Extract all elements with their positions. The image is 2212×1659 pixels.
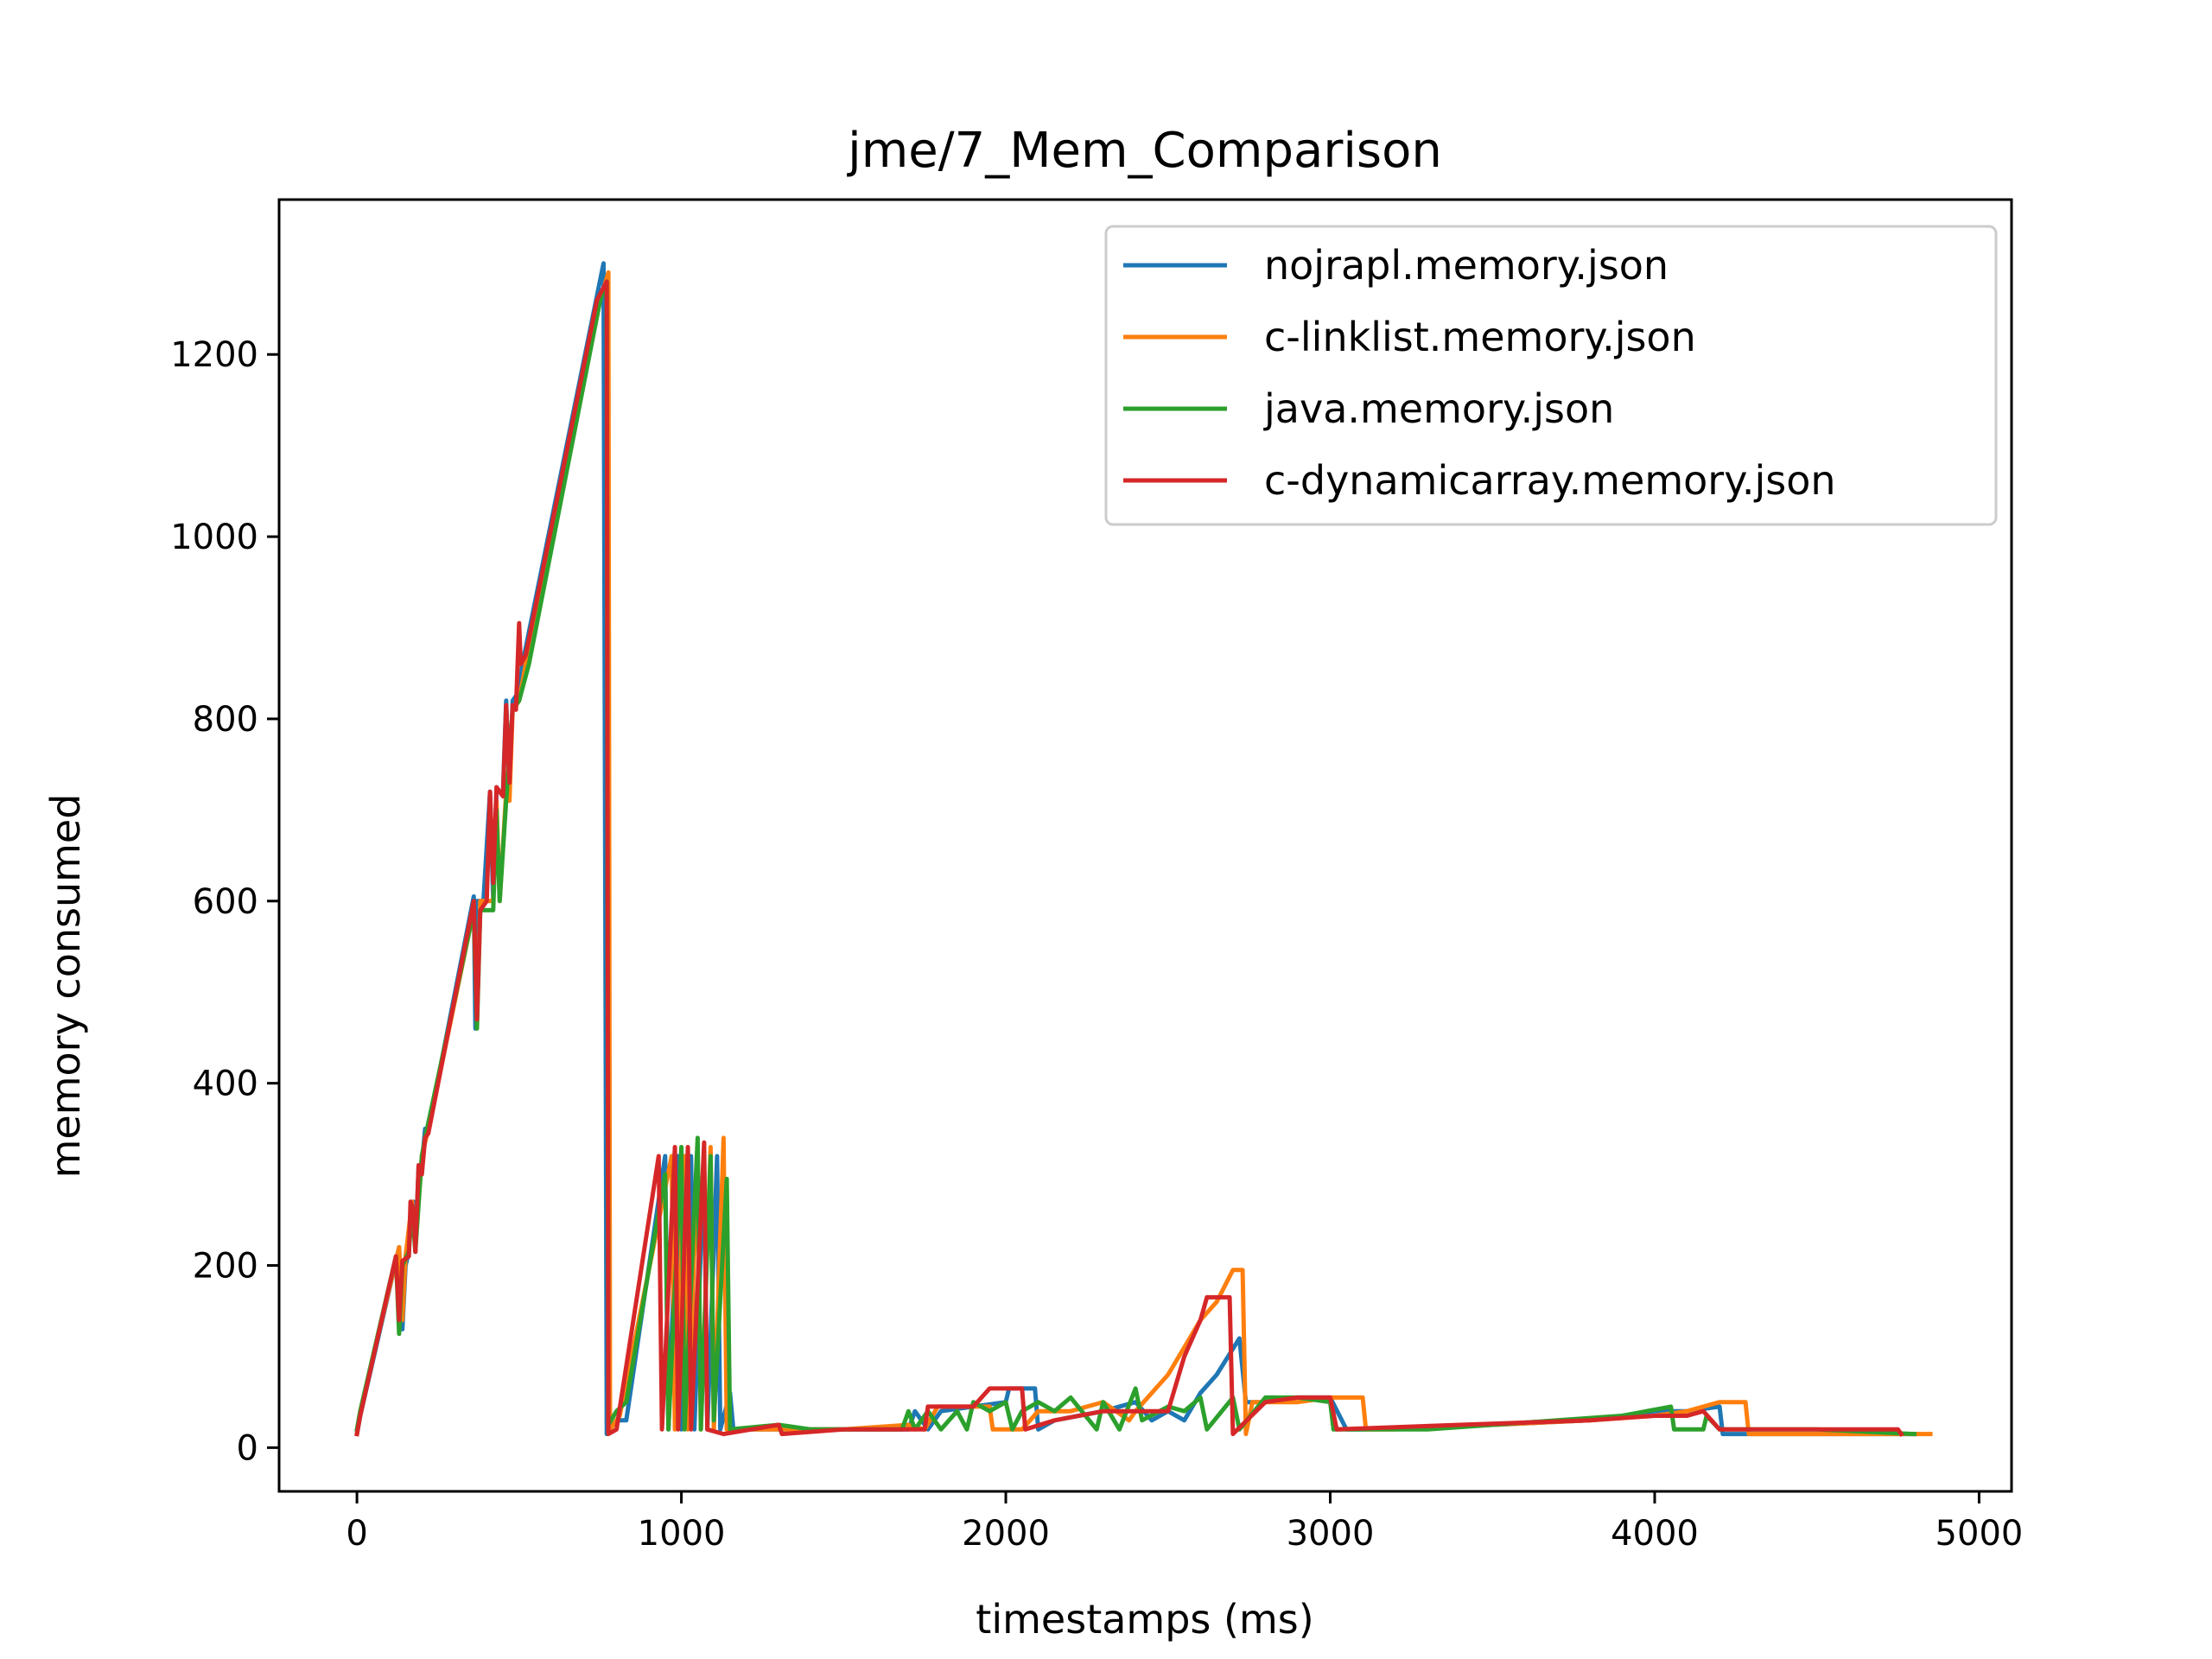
legend-label-2: java.memory.json [1263, 385, 1614, 432]
y-axis-label: memory consumed [42, 794, 89, 1179]
y-tick-label-5: 1000 [170, 518, 258, 557]
chart-title: jme/7_Mem_Comparison [846, 123, 1442, 179]
ticks: 0 1000 2000 3000 4000 5000 0 200 400 600 800 1000 12… [170, 335, 2023, 1554]
series-line-3 [354, 279, 1904, 1438]
y-tick-label-3: 600 [193, 882, 258, 922]
legend-label-3: c-dynamicarray.memory.json [1264, 457, 1836, 504]
legend-label-1: c-linklist.memory.json [1264, 314, 1696, 360]
plot-frame [277, 198, 2013, 1493]
x-axis-label: timestamps (ms) [976, 1596, 1313, 1643]
x-tick-label-0: 0 [346, 1514, 367, 1554]
plot-area [354, 261, 1933, 1438]
x-tick-label-2: 2000 [962, 1514, 1050, 1554]
axes [277, 198, 2013, 1493]
legend: nojrapl.memory.json c-linklist.memory.jso… [1104, 225, 1998, 526]
y-tick-label-6: 1200 [170, 335, 258, 375]
legend-label-0: nojrapl.memory.json [1264, 242, 1669, 289]
legend-box [1104, 225, 1998, 526]
x-tick-label-1: 1000 [638, 1514, 726, 1554]
x-tick-label-5: 5000 [1936, 1514, 2024, 1554]
y-tick-label-1: 200 [193, 1247, 258, 1287]
y-tick-label-2: 400 [193, 1065, 258, 1104]
x-tick-label-4: 4000 [1611, 1514, 1699, 1554]
x-tick-label-3: 3000 [1287, 1514, 1375, 1554]
y-tick-label-4: 800 [193, 700, 258, 740]
y-tick-label-0: 0 [237, 1428, 258, 1468]
